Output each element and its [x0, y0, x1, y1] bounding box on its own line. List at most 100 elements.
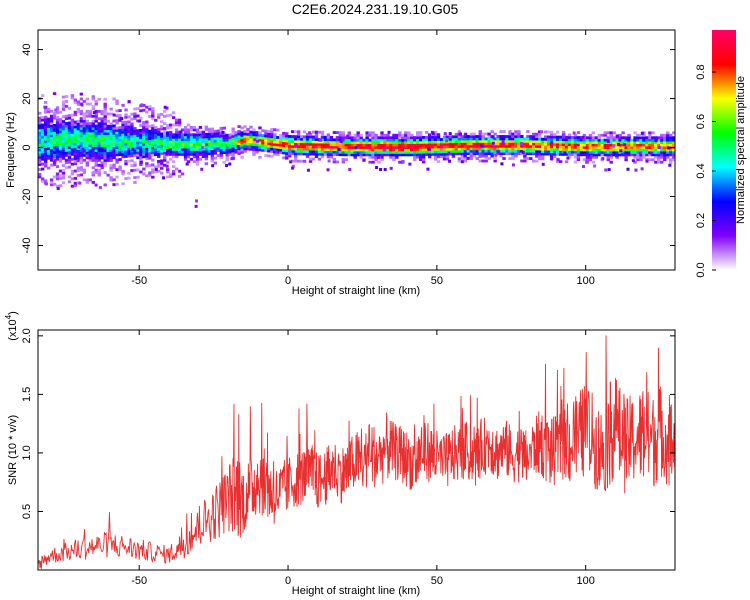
- spectrogram-cell: [201, 135, 206, 139]
- spectrogram-cell: [88, 144, 92, 148]
- spectrogram-cell: [121, 147, 125, 151]
- spectrogram-cell: [216, 132, 220, 135]
- spectrogram-cell: [133, 132, 137, 135]
- spectrogram-cell: [493, 149, 497, 153]
- spectrogram-cell: [520, 139, 524, 143]
- spectrogram-cell: [94, 171, 98, 175]
- spectrogram-noise-cell: [294, 143, 298, 147]
- spectrogram-cell: [308, 142, 313, 146]
- spectrogram-cell: [46, 125, 51, 128]
- spectrogram-cell: [154, 138, 158, 142]
- spectrogram-cell: [151, 146, 155, 150]
- spectrogram-noise-cell: [625, 137, 629, 141]
- spectrogram-cell: [487, 135, 491, 138]
- spectrogram-cell: [52, 128, 57, 132]
- spectrogram-cell: [225, 141, 229, 145]
- spectrogram-noise-cell: [78, 152, 82, 156]
- spectrogram-cell: [166, 131, 170, 135]
- spectrogram-cell: [109, 178, 113, 182]
- spectrogram-cell: [332, 131, 337, 134]
- spectrogram-cell: [567, 135, 572, 139]
- spectrogram-cell: [329, 143, 334, 147]
- spectrogram-cell: [142, 145, 146, 149]
- spectrogram-cell: [121, 182, 125, 186]
- spectrogram-cell: [520, 137, 524, 141]
- spectrogram-cell: [43, 127, 48, 131]
- spectrogram-cell: [267, 142, 271, 146]
- spectrogram-cell: [392, 133, 396, 137]
- spectrogram-cell: [371, 148, 375, 152]
- spectrogram-cell: [517, 144, 521, 148]
- spectrogram-cell: [564, 140, 569, 144]
- spectrogram-cell: [302, 145, 307, 149]
- spectrogram-cell: [121, 103, 125, 107]
- spectrogram-cell: [157, 162, 161, 166]
- spectrogram-cell: [136, 134, 140, 138]
- spectrogram-cell: [40, 130, 45, 134]
- spectrogram-noise-cell: [604, 168, 608, 172]
- spectrogram-cell: [52, 153, 57, 157]
- spectrogram-cell: [344, 138, 348, 142]
- spectrogram-cell: [514, 132, 518, 136]
- spectrogram-cell: [282, 156, 286, 160]
- spectrogram-cell: [171, 138, 176, 142]
- spectrogram-cell: [621, 136, 625, 140]
- spectrogram-cell: [67, 138, 72, 142]
- spectrogram-cell: [49, 117, 54, 121]
- spectrogram-cell: [466, 135, 471, 138]
- spectrogram-cell: [347, 138, 351, 142]
- spectrogram-cell: [288, 144, 292, 148]
- spectrogram-cell: [642, 138, 646, 142]
- spectrogram-cell: [82, 144, 87, 147]
- spectrogram-cell: [49, 158, 54, 162]
- spectrogram-cell: [442, 142, 447, 146]
- spectrogram-cell: [663, 150, 667, 154]
- spectrogram-cell: [91, 114, 95, 118]
- spectrogram-cell: [148, 144, 152, 148]
- spectrogram-cell: [404, 153, 408, 157]
- spectrogram-cell: [151, 136, 155, 140]
- spectrogram-cell: [314, 133, 319, 137]
- spectrogram-cell: [326, 153, 331, 156]
- spectrogram-cell: [61, 115, 66, 119]
- spectrogram-cell: [666, 143, 670, 147]
- spectrogram-cell: [579, 138, 584, 142]
- spectrogram-cell: [359, 133, 363, 137]
- spectrogram-cell: [472, 135, 476, 138]
- spectrogram-cell: [148, 146, 152, 150]
- spectrogram-cell: [344, 150, 348, 154]
- spectrogram-cell: [407, 131, 411, 135]
- spectrogram-cell: [82, 153, 87, 157]
- spectrogram-cell: [174, 135, 179, 139]
- spectrogram-cell: [386, 141, 390, 145]
- spectrogram-noise-cell: [221, 130, 225, 134]
- spectrogram-cell: [186, 135, 191, 139]
- spectrogram-cell: [151, 131, 155, 135]
- spectrogram-cell: [326, 133, 331, 137]
- spectrogram-cell: [118, 153, 122, 157]
- spectrogram-cell: [636, 138, 640, 142]
- spectrogram-cell: [94, 139, 98, 143]
- spectrogram-cell: [79, 97, 84, 101]
- spectrogram-cell: [329, 138, 334, 142]
- spectrogram-cell: [323, 145, 328, 149]
- spectrogram-cell: [204, 147, 209, 151]
- spectrogram-cell: [115, 99, 119, 103]
- spectrogram-noise-cell: [52, 126, 56, 130]
- spectrogram-cell: [243, 142, 247, 146]
- spectrogram-cell: [460, 140, 465, 143]
- spectrogram-cell: [288, 147, 292, 151]
- spectrogram-cell: [55, 133, 60, 137]
- spectrogram-cell: [157, 145, 161, 149]
- spectrogram-cell: [356, 136, 360, 140]
- spectrogram-cell: [305, 152, 310, 156]
- spectrogram-cell: [168, 148, 173, 151]
- spectrogram-cell: [171, 133, 176, 137]
- spectrogram-cell: [201, 130, 206, 134]
- spectrogram-cell: [666, 131, 670, 135]
- spectrogram-cell: [463, 144, 468, 148]
- spectrogram-cell: [76, 107, 81, 111]
- spectrogram-cell: [421, 143, 426, 147]
- spectrogram-cell: [421, 148, 426, 152]
- spectrogram-cell: [615, 146, 619, 149]
